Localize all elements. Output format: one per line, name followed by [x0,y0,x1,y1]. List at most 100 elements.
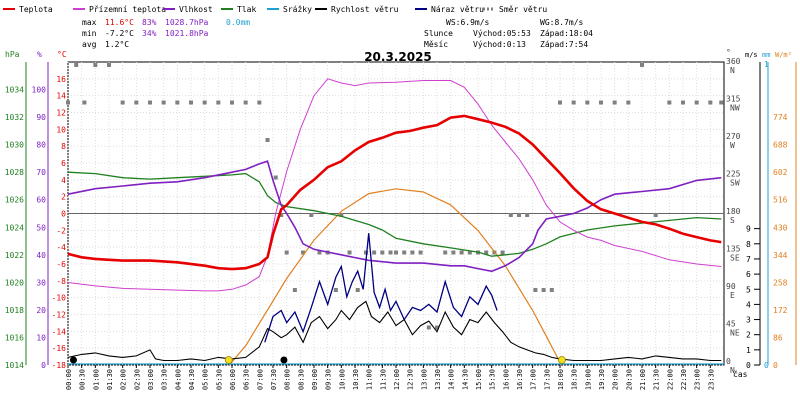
plot-area [66,63,724,366]
time-tick-label: 07:30 [270,369,278,390]
wm2-tick-label: 516 [773,196,788,205]
time-tick-label: 14:00 [448,369,456,390]
ms-tick-label: 0 [746,361,751,370]
wind-direction-point [525,213,530,217]
wind-direction-point [301,250,306,255]
ms-tick-label: 8 [746,240,751,249]
pct-tick-label: 10 [36,333,46,342]
wind-direction-point [93,63,98,67]
hpa-tick-label: 1016 [5,333,24,342]
time-tick-label: 02:00 [120,369,128,390]
pct-tick-label: 60 [36,196,46,205]
stats-rain: 0.0mm [226,18,250,27]
wind-direction-point [284,250,289,255]
time-tick-label: 17:30 [543,369,551,390]
temp-tick-label: -18 [52,361,67,370]
info-moon-set: Západ:7:54 [540,40,588,49]
ms-axis-title: m/s [745,51,758,59]
dir-tick-deg: 45 [726,320,736,329]
temp-tick-label: -10 [52,294,67,303]
wm2-tick-label: 688 [773,141,788,150]
wm2-axis-title: W/m² [775,51,792,59]
legend-label: Tlak [237,5,256,14]
dir-tick-label: S [730,216,735,225]
ms-tick-label: 7 [746,255,751,264]
solar-series-line [228,188,562,366]
dir-tick-label: W [730,141,735,150]
wind-direction-point [435,325,439,330]
sun-marker [558,356,566,364]
wind-direction-point [363,250,368,255]
stats-temp: 1.2°C [105,40,129,49]
info-moon-label: Měsíc [424,40,448,49]
pct-tick-label: 90 [36,113,46,122]
mm-tick-label: 0 [764,361,769,370]
wind-direction-point [161,100,166,105]
hpa-tick-label: 1018 [5,306,24,315]
hpa-tick-label: 1026 [5,196,24,205]
wind-direction-point [640,63,644,67]
wind-direction-point [148,100,152,105]
dir-tick-label: N [730,66,735,75]
wind-direction-point [612,100,617,105]
hpa-tick-label: 1034 [5,86,24,95]
wind-direction-point [333,288,338,292]
time-tick-label: 18:30 [571,369,579,390]
info-block: WS:6.9m/s WG:8.7m/s Slunce Východ:05:53 Zápa… [424,18,593,49]
temp-tick-label: -12 [52,311,67,320]
wind-speed-series-line [67,300,722,362]
info-sun-rise: Východ:05:53 [473,29,531,38]
legend-label: Vlhkost [179,5,213,14]
wind-direction-point [467,250,472,255]
time-tick-label: 15:00 [475,369,483,390]
humidity-series-line [67,160,722,273]
wind-direction-point [443,250,448,255]
temp-tick-label: -2 [56,226,66,235]
dir-tick-deg: 0 [726,357,731,366]
stats-hum: 83% [142,18,157,27]
dir-tick-deg: 90 [726,282,736,291]
info-moon-rise: Východ:0:13 [473,40,526,49]
temp-tick-label: 16 [56,75,66,84]
wind-direction-point [189,100,193,105]
wind-direction-point [202,100,207,105]
wind-direction-point [599,100,603,105]
hpa-tick-label: 1028 [5,168,24,177]
time-axis-title: čas [733,369,748,379]
wind-direction-point [500,250,505,255]
mm-tick-label: 1 [764,60,769,69]
wind-direction-point [74,63,79,67]
dir-tick-deg: 270 [726,132,741,141]
dir-tick-deg: 135 [726,245,741,254]
legend-label: Teplota [19,5,53,14]
temp-tick-label: 12 [56,109,66,118]
time-tick-label: 03:00 [147,369,155,390]
wind-direction-point [681,100,685,105]
time-tick-label: 03:30 [161,369,169,390]
wind-direction-point [426,325,431,330]
info-sun-set: Západ:18:04 [540,29,593,38]
temp-tick-label: -6 [56,260,66,269]
wind-direction-point [508,213,513,217]
wind-direction-point [558,100,562,105]
wm2-tick-label: 0 [773,361,778,370]
dir-tick-deg: 315 [726,95,741,104]
time-tick-label: 10:00 [338,369,346,390]
legend-label: Přízemní teplota [89,5,166,14]
wind-direction-point [257,100,262,105]
time-tick-label: 15:30 [489,369,497,390]
temp-tick-label: 6 [61,159,66,168]
time-tick-label: 21:30 [653,369,661,390]
time-tick-label: 00:30 [79,369,87,390]
time-tick-label: 14:30 [461,369,469,390]
hpa-axis-title: hPa [5,50,20,59]
time-tick-label: 11:00 [366,369,374,390]
time-tick-label: 00:00 [65,369,73,390]
ms-tick-label: 6 [746,270,751,279]
wind-direction-point [120,100,125,105]
temp-tick-label: -4 [56,243,66,252]
temperature-series-line [67,114,722,271]
time-tick-label: 01:30 [106,369,114,390]
stats-press: 1021.8hPa [165,29,209,38]
